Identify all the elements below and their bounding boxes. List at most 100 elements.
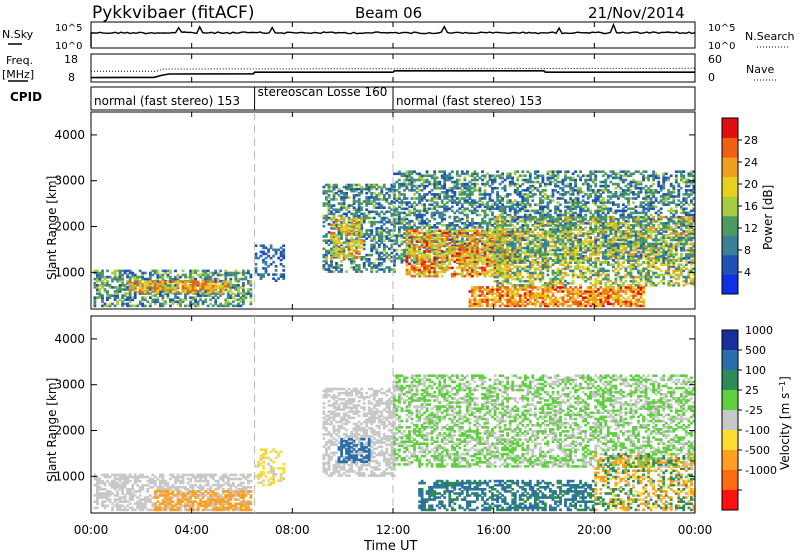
- heatmap-cell: [493, 180, 497, 184]
- heatmap-cell: [342, 219, 346, 222]
- heatmap-cell: [226, 296, 230, 299]
- heatmap-cell: [234, 279, 238, 283]
- heatmap-cell: [614, 244, 618, 248]
- heatmap-cell: [370, 270, 374, 273]
- heatmap-cell: [116, 294, 119, 297]
- heatmap-cell: [674, 252, 678, 256]
- heatmap-cell: [536, 180, 540, 184]
- heatmap-cell: [201, 302, 205, 306]
- heatmap-cell: [551, 219, 555, 223]
- heatmap-cell: [498, 266, 502, 270]
- heatmap-cell: [639, 203, 643, 206]
- nsearch-label: N.Search: [745, 30, 795, 43]
- heatmap-cell: [632, 191, 635, 194]
- heatmap-cell: [604, 205, 608, 209]
- heatmap-cell: [327, 187, 331, 191]
- heatmap-cell: [415, 186, 419, 190]
- heatmap-cell: [561, 186, 565, 190]
- heatmap-cell: [209, 275, 213, 279]
- heatmap-cell: [103, 282, 107, 285]
- heatmap-cell: [352, 254, 356, 258]
- heatmap-cell: [682, 222, 686, 225]
- heatmap-cell: [103, 277, 107, 281]
- heatmap-cell: [473, 199, 477, 202]
- heatmap-cell: [476, 258, 479, 261]
- heatmap-cell: [415, 191, 419, 194]
- heatmap-cell: [382, 216, 386, 220]
- heatmap-cell: [398, 170, 401, 173]
- heatmap-cell: [606, 174, 610, 178]
- heatmap-cell: [408, 250, 411, 253]
- heatmap-cell: [488, 258, 492, 261]
- heatmap-cell: [101, 296, 104, 299]
- heatmap-cell: [423, 184, 426, 188]
- heatmap-cell: [96, 284, 99, 287]
- heatmap-cell: [501, 203, 504, 206]
- heatmap-cell: [481, 222, 484, 225]
- heatmap-cell: [478, 252, 482, 255]
- heatmap-cell: [483, 209, 487, 213]
- heatmap-cell: [501, 197, 504, 200]
- heatmap-cell: [206, 290, 210, 294]
- heatmap-cell: [423, 252, 426, 256]
- heatmap-cell: [546, 176, 550, 180]
- heatmap-cell: [647, 209, 650, 213]
- heatmap-cell: [690, 230, 693, 233]
- heatmap-cell: [501, 226, 504, 229]
- heatmap-cell: [141, 288, 145, 292]
- heatmap-cell: [330, 260, 333, 263]
- heatmap-cell: [405, 270, 409, 274]
- heatmap-cell: [589, 236, 593, 239]
- heatmap-cell: [647, 195, 650, 198]
- heatmap-cell: [541, 195, 545, 198]
- heatmap-cell: [372, 222, 376, 226]
- heatmap-cell: [518, 191, 522, 194]
- heatmap-cell: [491, 229, 494, 233]
- heatmap-cell: [138, 300, 142, 304]
- heatmap-cell: [282, 248, 286, 252]
- heatmap-cell: [357, 227, 361, 231]
- heatmap-cell: [443, 186, 447, 190]
- heatmap-cell: [652, 205, 655, 209]
- heatmap-cell: [350, 240, 353, 243]
- heatmap-cell: [201, 282, 205, 286]
- heatmap-cell: [269, 244, 273, 247]
- heatmap-cell: [342, 225, 346, 229]
- heatmap-cell: [337, 189, 341, 193]
- heatmap-cell: [591, 191, 595, 194]
- heatmap-cell: [440, 186, 444, 190]
- heatmap-cell: [642, 197, 645, 200]
- heatmap-cell: [148, 302, 152, 306]
- heatmap-cell: [528, 191, 532, 194]
- heatmap-cell: [491, 211, 494, 215]
- heatmap-cell: [403, 224, 406, 227]
- heatmap-cell: [370, 224, 374, 228]
- heatmap-cell: [639, 182, 643, 186]
- heatmap-cell: [234, 304, 238, 308]
- heatmap-cell: [237, 279, 240, 283]
- heatmap-cell: [664, 197, 668, 200]
- heatmap-cell: [564, 184, 567, 188]
- heatmap-cell: [191, 288, 195, 292]
- heatmap-cell: [403, 250, 406, 254]
- heatmap-cell: [445, 242, 449, 246]
- heatmap-cell: [672, 191, 676, 194]
- heatmap-cell: [325, 218, 328, 222]
- heatmap-cell: [455, 231, 459, 235]
- heatmap-cell: [388, 196, 391, 199]
- heatmap-cell: [322, 189, 326, 193]
- heatmap-cell: [380, 224, 384, 228]
- heatmap-cell: [624, 232, 628, 235]
- heatmap-cell: [405, 262, 409, 266]
- heatmap-cell: [546, 252, 550, 256]
- heatmap-cell: [476, 201, 479, 204]
- heatmap-cell: [589, 211, 593, 215]
- heatmap-cell: [531, 217, 535, 221]
- heatmap-cell: [576, 205, 580, 209]
- heatmap-cell: [342, 241, 346, 244]
- heatmap-cell: [559, 238, 562, 241]
- heatmap-cell: [415, 184, 419, 188]
- heatmap-cell: [332, 212, 336, 216]
- heatmap-cell: [501, 246, 504, 249]
- heatmap-cell: [554, 230, 557, 233]
